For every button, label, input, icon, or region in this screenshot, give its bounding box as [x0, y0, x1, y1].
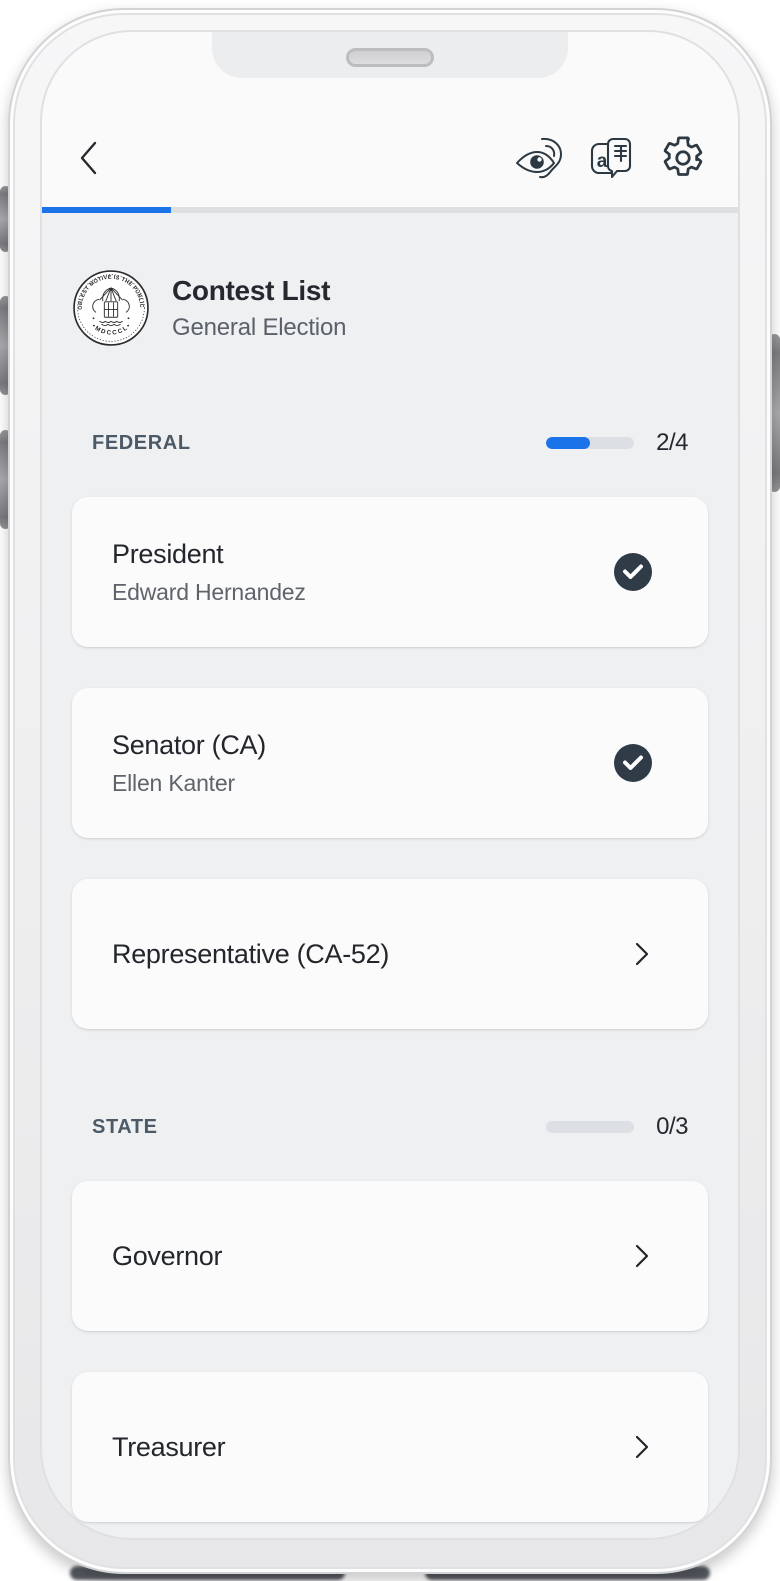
completed-check-icon: [614, 553, 652, 591]
volume-down-button: [0, 430, 11, 529]
contest-card-representative[interactable]: Representative (CA-52): [72, 879, 708, 1029]
contest-card-treasurer[interactable]: Treasurer: [72, 1372, 708, 1522]
section-label: FEDERAL: [92, 431, 191, 454]
contest-card-governor[interactable]: Governor: [72, 1181, 708, 1331]
section-progress-fill: [546, 437, 590, 449]
accessibility-button[interactable]: [516, 135, 562, 181]
section-header-state: STATE 0/3: [92, 1113, 689, 1141]
gear-icon: [661, 136, 705, 180]
translate-icon: a: [588, 135, 634, 181]
section-progress-track: [546, 437, 634, 449]
svg-text:a: a: [597, 151, 608, 172]
accessibility-eye-ear-icon: [514, 135, 564, 181]
contest-title: President: [112, 538, 224, 569]
page-subtitle: General Election: [172, 313, 347, 341]
contest-title: Treasurer: [112, 1431, 226, 1462]
section-label: STATE: [92, 1115, 158, 1138]
county-seal: THE NOBLEST MOTIVE IS THE PUBLIC GOOD • …: [72, 269, 149, 346]
contest-title: Senator (CA): [112, 729, 266, 760]
phone-speaker: [346, 48, 434, 67]
power-button: [769, 334, 780, 492]
chevron-right-icon: [632, 1434, 652, 1460]
contest-list-page: THE NOBLEST MOTIVE IS THE PUBLIC GOOD • …: [42, 213, 738, 1538]
chevron-right-icon: [632, 1243, 652, 1269]
section-progress-count: 0/3: [656, 1113, 688, 1140]
back-button[interactable]: [66, 135, 112, 181]
contest-title: Representative (CA-52): [112, 938, 390, 969]
contest-card-senator[interactable]: Senator (CA) Ellen Kanter: [72, 688, 708, 838]
page-title: Contest List: [172, 275, 331, 307]
election-header: THE NOBLEST MOTIVE IS THE PUBLIC GOOD • …: [72, 269, 708, 347]
contest-card-president[interactable]: President Edward Hernandez: [72, 497, 708, 647]
settings-button[interactable]: [660, 135, 706, 181]
contest-selection: Ellen Kanter: [112, 769, 235, 796]
contest-title: Governor: [112, 1240, 223, 1271]
chevron-right-icon: [632, 941, 652, 967]
page-progress-fill: [42, 207, 172, 213]
section-progress-count: 2/4: [656, 429, 688, 456]
phone-notch: [212, 32, 568, 78]
app-bar: a: [42, 32, 738, 207]
translate-button[interactable]: a: [588, 135, 634, 181]
page-progress-track: [42, 207, 738, 213]
phone-screen: a: [42, 32, 738, 1538]
contest-selection: Edward Hernandez: [112, 578, 306, 605]
mute-switch: [0, 186, 11, 252]
section-progress-track: [546, 1121, 634, 1133]
completed-check-icon: [614, 744, 652, 782]
section-header-federal: FEDERAL 2/4: [92, 429, 689, 457]
phone-frame: a: [8, 8, 772, 1574]
back-chevron-icon: [76, 139, 102, 177]
volume-up-button: [0, 296, 11, 395]
